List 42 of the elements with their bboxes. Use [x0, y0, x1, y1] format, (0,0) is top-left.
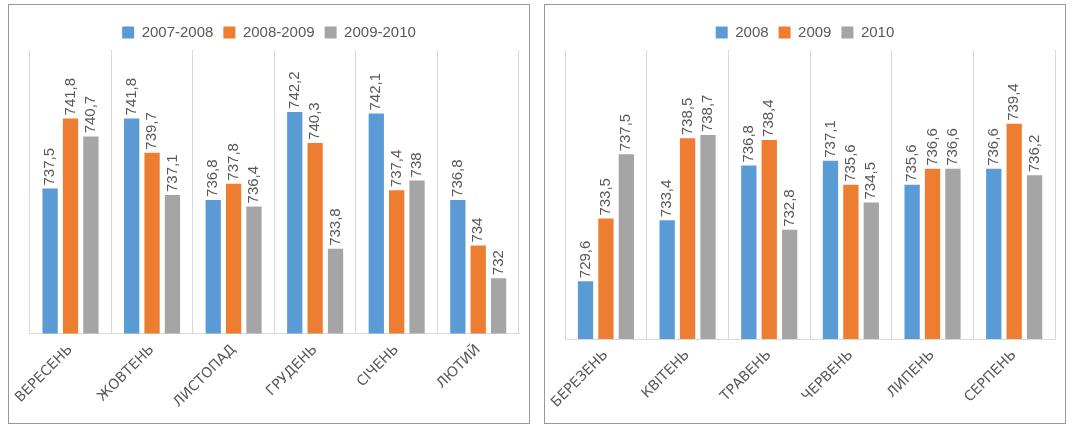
data-label: 740,7	[81, 95, 99, 134]
data-label: 733,5	[596, 178, 614, 216]
data-label: 738,5	[677, 97, 695, 136]
data-label: 736,4	[244, 165, 262, 204]
data-label: 741,8	[121, 77, 139, 116]
data-label: 734	[468, 217, 486, 243]
legend-label: 2008	[735, 22, 769, 40]
data-label: 736,8	[447, 159, 465, 197]
data-label: 738,7	[698, 94, 716, 133]
data-label: 738	[407, 152, 425, 178]
data-label: 741,8	[60, 77, 78, 116]
data-label: 735,6	[841, 144, 859, 182]
data-label: 732,8	[779, 189, 797, 227]
data-label: 737,1	[162, 154, 180, 193]
data-label: 736,6	[922, 128, 940, 166]
data-label: 736,8	[738, 125, 756, 163]
data-label: 735,6	[902, 144, 920, 182]
data-label: 742,2	[284, 71, 302, 109]
data-label: 740,3	[305, 102, 323, 140]
data-label: 736,8	[203, 159, 221, 197]
legend-label: 2007-2008	[141, 22, 214, 40]
data-label: 737,5	[616, 113, 634, 152]
legend-label: 2009-2010	[344, 22, 416, 40]
legend-label: 2009	[798, 22, 832, 40]
data-label: 736,6	[983, 128, 1001, 166]
data-label: 736,2	[1024, 134, 1042, 173]
data-label: 742,1	[366, 73, 384, 111]
data-label: 737,4	[386, 149, 404, 188]
data-label: 732	[488, 250, 506, 276]
legend-label: 2008-2009	[242, 22, 315, 40]
data-label: 736,6	[943, 128, 961, 166]
data-label: 739,4	[1004, 83, 1022, 121]
data-label: 737,5	[40, 147, 58, 186]
data-label: 739,7	[142, 112, 160, 150]
data-label: 737,1	[820, 120, 838, 158]
data-label: 737,8	[223, 143, 241, 181]
data-label: 729,6	[575, 240, 593, 279]
legend-label: 2010	[860, 22, 895, 40]
data-label: 734,5	[861, 161, 879, 200]
data-label: 733,4	[657, 179, 675, 218]
data-label: 733,8	[325, 208, 343, 246]
data-label: 738,4	[759, 99, 777, 137]
